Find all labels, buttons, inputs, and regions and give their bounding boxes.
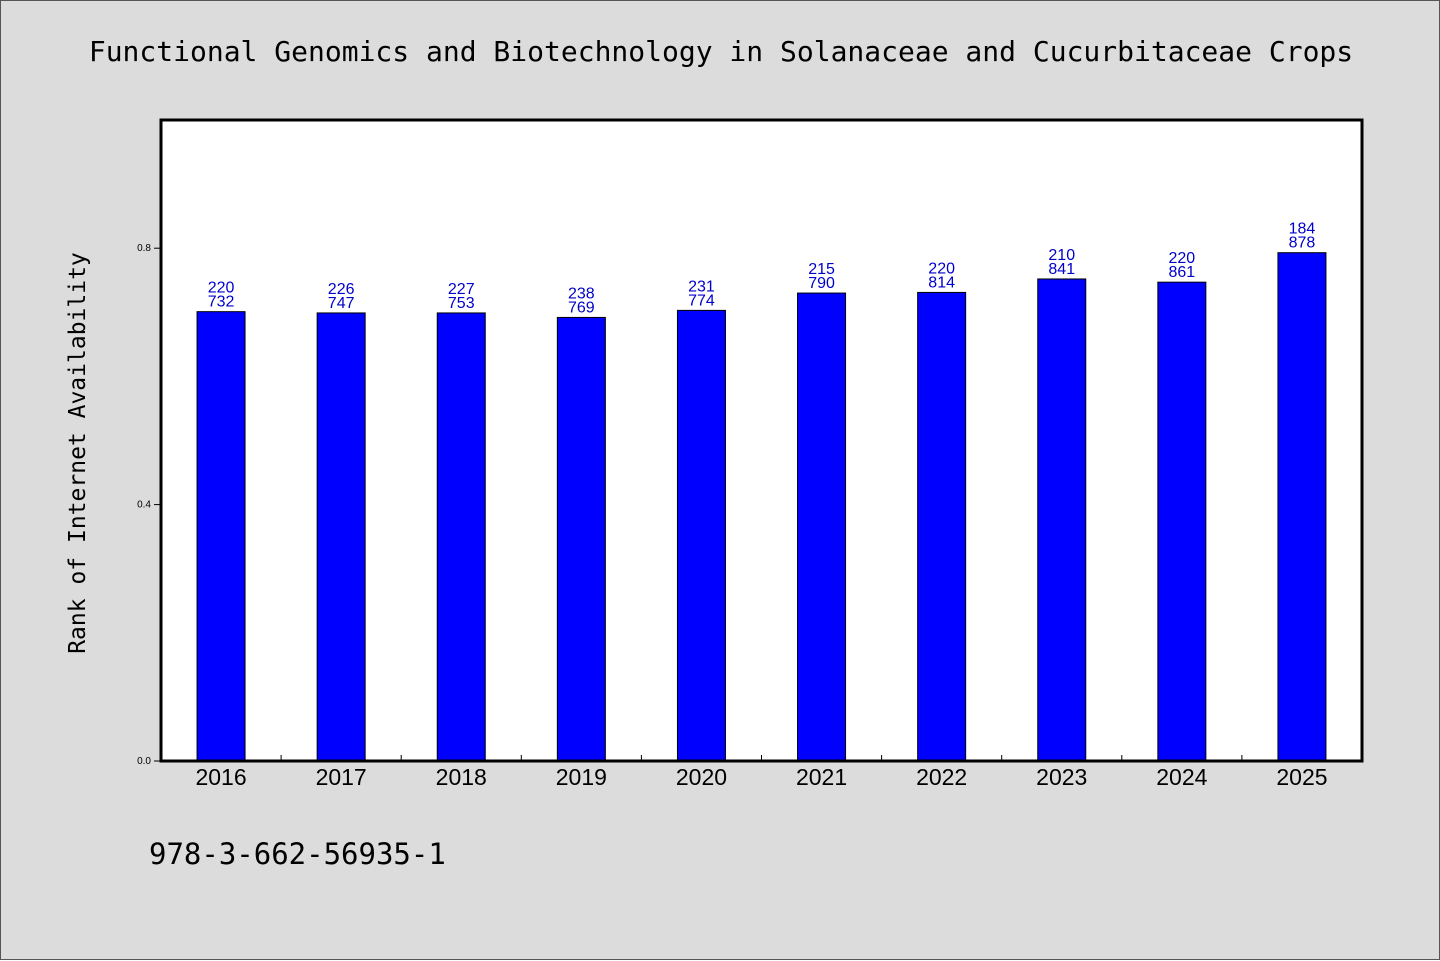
bar-data-label: 215 [808,261,835,278]
bar [436,312,486,762]
bar-data-label: 220 [1168,250,1195,267]
bar-data-label: 231 [688,278,715,295]
x-tick-label: 2023 [1036,764,1087,790]
bar-data-label: 220 [208,280,235,297]
plot-frame [159,118,1364,763]
x-tick-label: 2024 [1156,764,1207,790]
bar-data-label: 227 [448,281,475,298]
bar-data-label: 220 [928,260,955,277]
x-tick-label: 2019 [556,764,607,790]
bar [797,292,847,762]
bar [676,309,726,762]
y-tick-label: 0.0 [137,756,151,767]
bar [917,291,967,762]
bar [1277,252,1327,762]
bar-data-label: 226 [328,281,355,298]
bar-data-label: 769 [568,299,595,316]
x-tick-label: 2025 [1276,764,1327,790]
x-tick-label: 2016 [195,764,246,790]
bar [1037,278,1087,762]
isbn-footer: 978-3-662-56935-1 [149,837,446,871]
bar-data-label: 210 [1048,247,1075,264]
bar-data-label: 814 [928,274,955,291]
bar [196,311,246,762]
chart-title: Functional Genomics and Biotechnology in… [88,35,1354,68]
bar-data-label: 774 [688,292,715,309]
bar-data-label: 861 [1168,264,1195,281]
bar-data-label: 747 [328,295,355,312]
bar-data-label: 184 [1289,221,1316,238]
x-tick-label: 2017 [316,764,367,790]
y-tick-label: 0.4 [137,500,151,511]
bar-data-label: 841 [1048,261,1075,278]
y-tick-label: 0.8 [137,243,151,254]
x-tick-label: 2021 [796,764,847,790]
bar [1157,281,1207,762]
x-tick-label: 2020 [676,764,727,790]
bar [556,316,606,762]
bar-data-label: 790 [808,275,835,292]
x-tick-label: 2022 [916,764,967,790]
bar-data-label: 878 [1289,235,1316,252]
bar-data-label: 238 [568,285,595,302]
bar-data-label: 732 [208,294,235,311]
bar [316,312,366,762]
x-tick-label: 2018 [436,764,487,790]
bar-data-label: 753 [448,295,475,312]
